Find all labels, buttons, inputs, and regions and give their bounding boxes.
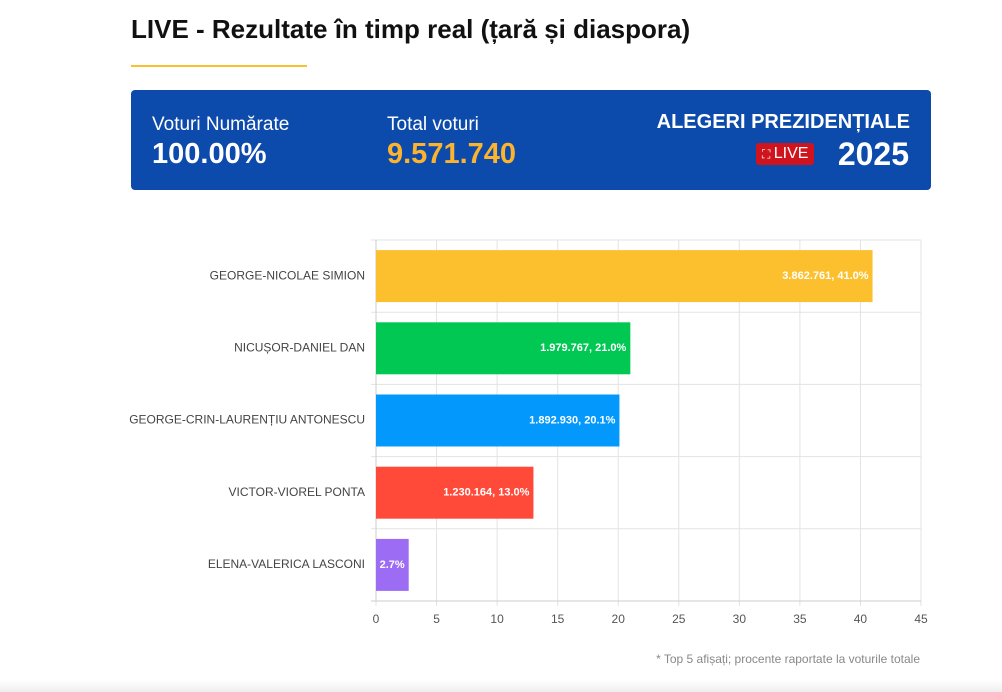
y-tick-label: GEORGE-CRIN-LAURENȚIU ANTONESCU [129, 413, 365, 427]
value-label: 2.7% [380, 559, 405, 571]
y-tick-label: ELENA-VALERICA LASCONI [208, 557, 365, 571]
counted-value: 100.00% [152, 138, 267, 170]
live-text: LIVE [773, 145, 809, 162]
y-tick-label: NICUȘOR-DANIEL DAN [234, 340, 365, 354]
total-value: 9.571.740 [387, 138, 517, 170]
value-label: 1.892.930, 20.1% [529, 414, 615, 426]
x-tick-label: 45 [914, 612, 928, 626]
page-title: LIVE - Rezultate în timp real (țară și d… [131, 14, 691, 44]
bottom-shade [0, 680, 1002, 692]
live-badge: ⛶ LIVE [756, 143, 815, 165]
footnote: * Top 5 afișați; procente raportate la v… [656, 652, 920, 666]
total-label: Total voturi [387, 114, 479, 135]
y-tick-label: GEORGE-NICOLAE SIMION [210, 268, 365, 282]
bar [376, 394, 620, 447]
x-tick-label: 15 [551, 612, 565, 626]
bar [376, 322, 631, 375]
x-tick-label: 20 [612, 612, 626, 626]
value-label: 3.862.761, 41.0% [782, 270, 868, 282]
x-tick-label: 30 [733, 612, 747, 626]
value-label: 1.979.767, 21.0% [540, 342, 626, 354]
x-tick-label: 35 [793, 612, 807, 626]
x-tick-label: 0 [373, 612, 380, 626]
title-underline [131, 65, 307, 67]
bar [376, 466, 534, 519]
bar [376, 250, 873, 303]
x-tick-label: 25 [672, 612, 686, 626]
x-tick-label: 10 [490, 612, 504, 626]
y-tick-label: VICTOR-VIOREL PONTA [229, 485, 365, 499]
counted-label: Voturi Numărate [152, 114, 290, 135]
stats-panel: Voturi Numărate 100.00% Total voturi 9.5… [131, 90, 931, 190]
election-year: 2025 [837, 136, 909, 172]
election-title: ALEGERI PREZIDENȚIALE [656, 111, 910, 133]
x-tick-label: 5 [433, 612, 440, 626]
value-label: 1.230.164, 13.0% [443, 487, 529, 499]
x-tick-label: 40 [854, 612, 868, 626]
bar [376, 538, 409, 591]
